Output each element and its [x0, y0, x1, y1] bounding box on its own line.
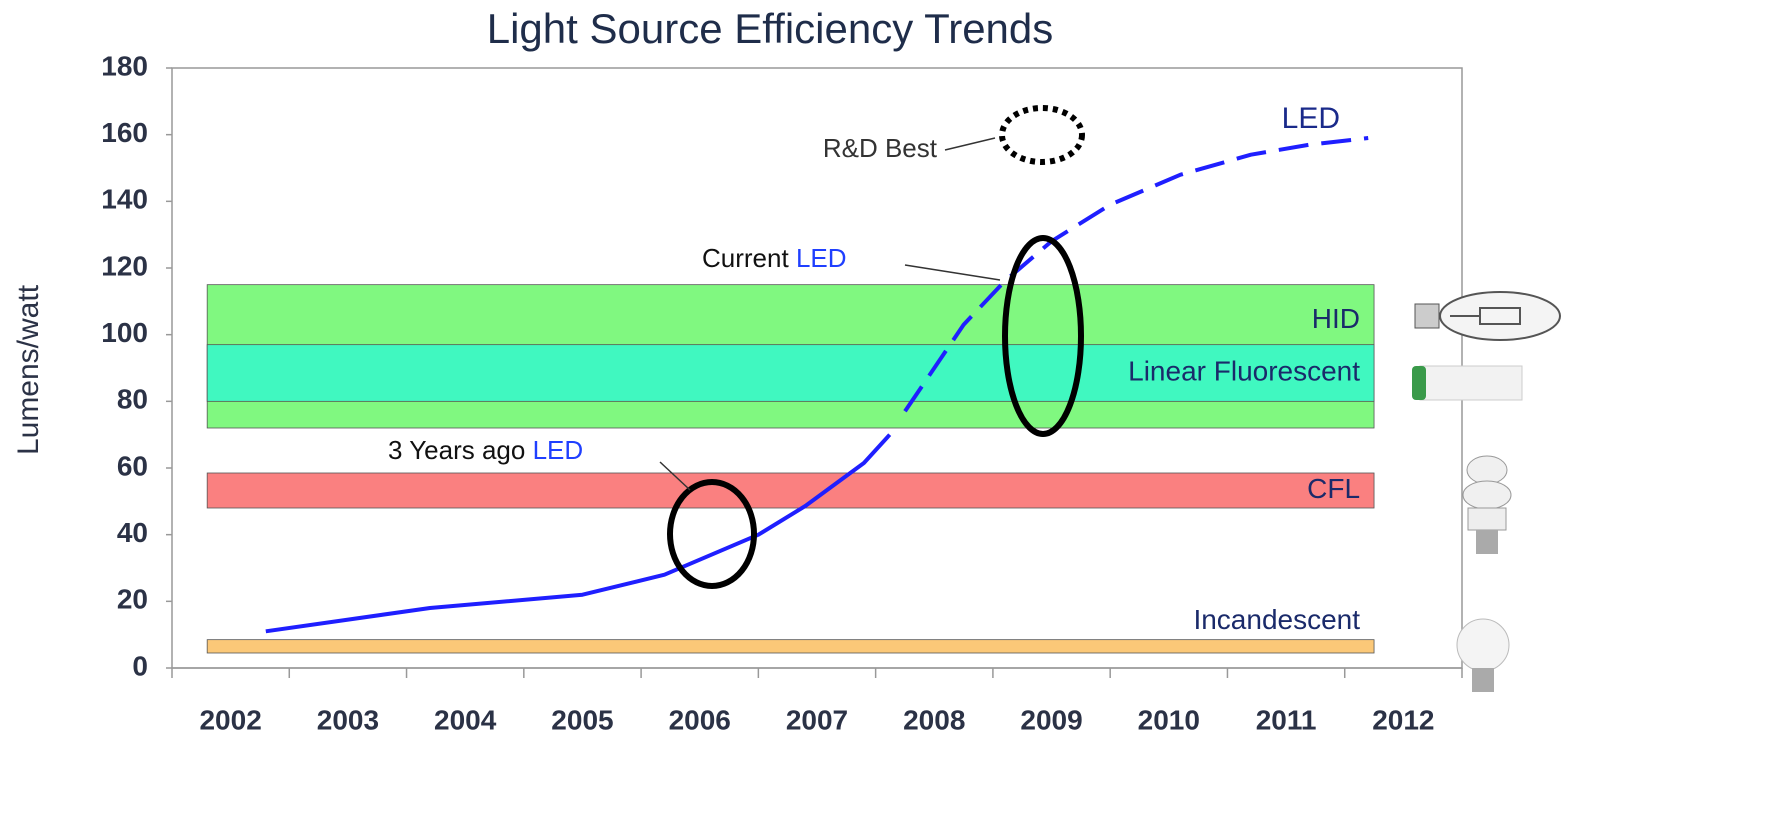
annotation: 3 Years ago LED [388, 435, 583, 465]
chart: Light Source Efficiency Trends Lumens/wa… [0, 0, 1777, 839]
x-tick-label: 2012 [1372, 704, 1434, 735]
y-tick-label: 20 [117, 584, 148, 615]
y-tick-label: 140 [101, 184, 148, 215]
x-tick-label: 2004 [434, 704, 497, 735]
y-axis-label: Lumens/watt [12, 284, 45, 455]
x-tick-label: 2011 [1256, 704, 1317, 735]
cfl-icon [1463, 456, 1511, 554]
annotation: R&D Best [823, 133, 938, 163]
chart-title: Light Source Efficiency Trends [487, 5, 1054, 52]
annotation-text: Current [702, 243, 789, 273]
x-tick-label: 2009 [1020, 704, 1082, 735]
annotation-highlight: LED [533, 435, 584, 465]
band-label: HID [1312, 303, 1360, 334]
x-tick-label: 2007 [786, 704, 848, 735]
incandescent-icon [1457, 619, 1509, 692]
band-label: Incandescent [1193, 604, 1360, 635]
y-tick-label: 0 [132, 650, 148, 681]
annotation-text: 3 Years ago [388, 435, 525, 465]
y-tick-label: 40 [117, 517, 148, 548]
y-tick-label: 120 [101, 250, 148, 281]
band-label: Linear Fluorescent [1128, 355, 1360, 386]
y-tick-label: 60 [117, 450, 148, 481]
x-tick-label: 2010 [1138, 704, 1200, 735]
band [207, 640, 1374, 653]
band-label: CFL [1307, 473, 1360, 504]
fluorescent-tube-icon [1412, 366, 1522, 400]
y-tick-label: 180 [101, 50, 148, 81]
band [207, 473, 1374, 508]
y-tick-label: 160 [101, 117, 148, 148]
annotation: Current LED [702, 243, 847, 273]
x-tick-label: 2003 [317, 704, 379, 735]
legend-label: LED [1282, 102, 1340, 135]
x-tick-label: 2008 [903, 704, 965, 735]
x-tick-label: 2002 [199, 704, 261, 735]
y-tick-label: 100 [101, 317, 148, 348]
y-tick-label: 80 [117, 384, 148, 415]
annotation-highlight: LED [796, 243, 847, 273]
x-tick-label: 2005 [551, 704, 613, 735]
x-tick-label: 2006 [669, 704, 731, 735]
